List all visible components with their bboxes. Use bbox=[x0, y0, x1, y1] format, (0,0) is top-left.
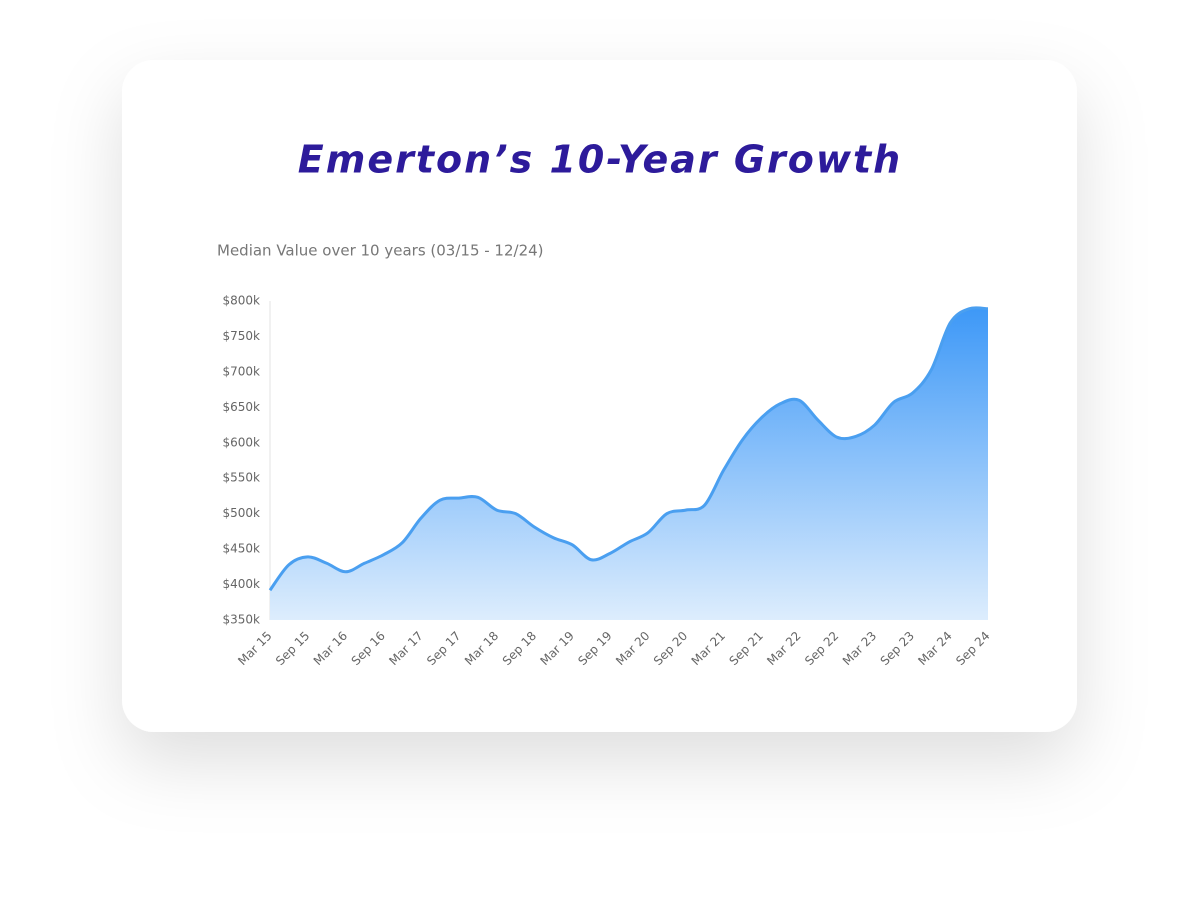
y-tick-label: $500k bbox=[223, 506, 261, 520]
y-tick-label: $650k bbox=[223, 400, 261, 414]
line bbox=[268, 306, 989, 592]
y-tick-label: $600k bbox=[223, 435, 261, 449]
area bbox=[270, 307, 988, 620]
y-tick-label: $400k bbox=[223, 577, 261, 591]
y-tick-label: $350k bbox=[223, 613, 261, 627]
y-tick-label: $800k bbox=[223, 294, 261, 308]
y-tick-label: $450k bbox=[223, 542, 261, 556]
y-tick-label: $550k bbox=[223, 471, 261, 485]
y-tick-label: $700k bbox=[223, 364, 261, 378]
chart-subtitle: Median Value over 10 years (03/15 - 12/2… bbox=[217, 242, 544, 260]
y-tick-label: $750k bbox=[223, 329, 261, 343]
chart-title: Emerton’s 10-Year Growth bbox=[298, 138, 902, 182]
